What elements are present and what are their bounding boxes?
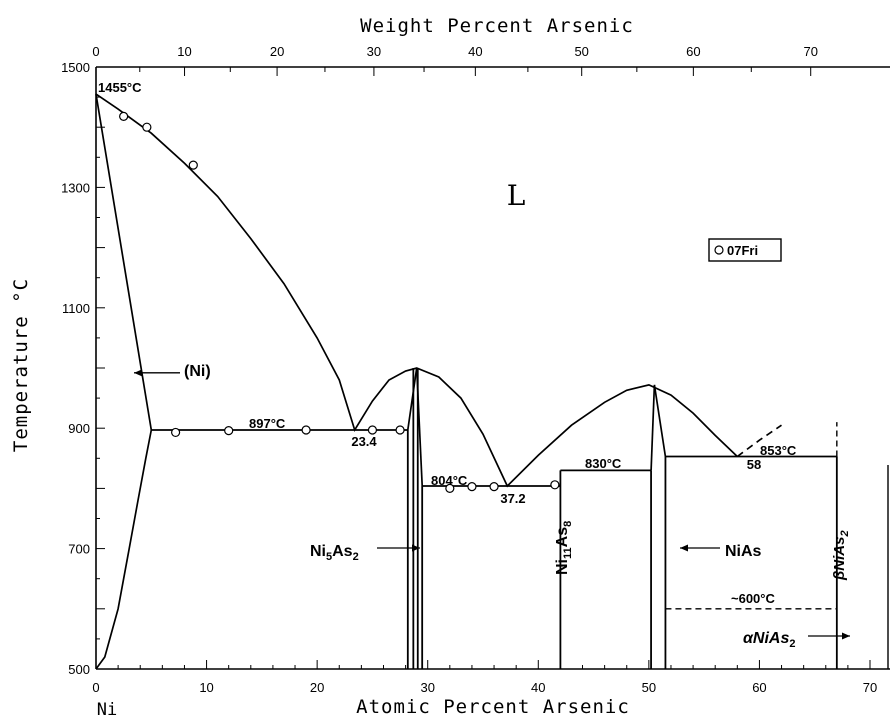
ni11as8-sub2: 8 <box>562 521 574 527</box>
y-tick-label: 900 <box>68 421 90 436</box>
phase-arrows <box>134 369 850 640</box>
bottom-tick-label: 20 <box>310 680 324 695</box>
data-point-circle <box>445 483 455 493</box>
top-axis-title: Weight Percent Arsenic <box>360 15 634 37</box>
data-point-circle <box>367 425 378 435</box>
nias-arrow-head <box>680 544 688 552</box>
beta-nias2-sub: 2 <box>839 530 851 537</box>
axis-tick-labels: 0 10 20 30 40 50 60 700 10 20 30 40 50 60 705007009001… <box>61 44 877 695</box>
y-tick-label: 1300 <box>61 180 90 195</box>
y-tick-label: 1100 <box>62 301 90 316</box>
legend-label: 07Fri <box>727 243 758 258</box>
isotherm-830-label: 830°C <box>585 456 622 471</box>
ni-solvus-curve <box>95 429 153 670</box>
ni5as2-sub1: 5 <box>326 551 332 563</box>
y-axis-title: Temperature °C <box>10 278 32 452</box>
legend: 07Fri <box>708 238 782 262</box>
ni5as2-ni: Ni <box>310 543 326 560</box>
data-points <box>119 111 560 493</box>
ni-phase-arrow-head <box>134 369 142 377</box>
data-point-circle <box>489 481 499 492</box>
nias-apex-left <box>650 384 656 471</box>
ni5as2-apex-left <box>406 367 418 431</box>
liquidus-curve <box>95 93 738 488</box>
top-tick-label: 40 <box>468 44 482 59</box>
eutectic-23-4-label: 23.4 <box>351 434 377 449</box>
axis-ticks <box>95 66 871 670</box>
ni5as2-sub2: 2 <box>353 551 359 563</box>
eutectic-37-2-label: 37.2 <box>500 491 525 506</box>
ni-solidus-line <box>95 93 153 431</box>
ni11as8-sub1: 11 <box>562 547 574 559</box>
eutectic-58-label: 58 <box>747 457 761 472</box>
data-point-circle <box>467 481 477 492</box>
legend-marker <box>714 245 724 255</box>
data-point-circle <box>119 111 129 121</box>
alpha-nias2-label: αNiAs2 <box>743 630 796 650</box>
liquidus-extension-dashed <box>736 424 782 458</box>
ni-corner-label: Ni <box>97 700 117 719</box>
data-point-circle <box>550 480 560 490</box>
isotherm-897-label: 897°C <box>249 416 286 431</box>
data-point-circle <box>224 426 234 436</box>
data-point-circle <box>395 425 405 435</box>
top-tick-label: 60 <box>686 44 700 59</box>
data-point-circle <box>142 122 152 132</box>
isotherm-853-label: 853°C <box>760 443 797 458</box>
liquid-label: L <box>507 179 526 212</box>
bottom-tick-label: 30 <box>420 680 434 695</box>
bottom-tick-label: 0 <box>92 680 99 695</box>
ni11as8-ni: Ni <box>554 559 571 575</box>
data-point-circle <box>188 160 198 170</box>
isotherm-804-label: 804°C <box>431 473 468 488</box>
top-tick-label: 50 <box>574 44 588 59</box>
data-point-circle <box>301 425 311 435</box>
alpha-nias2-main: αNiAs <box>743 630 789 647</box>
top-tick-label: 30 <box>367 44 381 59</box>
bottom-tick-label: 70 <box>863 680 877 695</box>
bottom-tick-label: 10 <box>199 680 213 695</box>
data-point-circle <box>171 427 181 438</box>
top-tick-label: 10 <box>177 44 191 59</box>
isotherm-600-label: ~600°C <box>731 591 775 606</box>
nias-label: NiAs <box>725 543 762 560</box>
beta-nias2-label: βNiAs2 <box>831 530 851 581</box>
top-tick-label: 0 <box>92 44 99 59</box>
nias-apex-right <box>653 384 667 457</box>
y-tick-label: 700 <box>68 542 90 557</box>
top-tick-label: 20 <box>270 44 284 59</box>
bottom-tick-label: 60 <box>752 680 766 695</box>
beta-nias2-main: βNiAs <box>831 537 848 581</box>
legend-box <box>708 238 782 262</box>
bottom-tick-label: 40 <box>531 680 545 695</box>
ni11as8-as: As <box>554 527 571 548</box>
y-tick-label: 1500 <box>61 60 90 75</box>
ni-phase-label: (Ni) <box>184 363 211 380</box>
ni11as8-label: Ni11As8 <box>554 521 574 575</box>
y-tick-label: 500 <box>68 662 90 677</box>
bottom-axis-title: Atomic Percent Arsenic <box>356 696 630 718</box>
top-tick-label: 70 <box>803 44 817 59</box>
melting-point-label: 1455°C <box>98 80 142 95</box>
ni5as2-label: Ni5As2 <box>310 543 359 563</box>
ni5as2-arrow-head <box>412 544 420 552</box>
ni5as2-as: As <box>332 543 353 560</box>
phase-boundaries <box>95 93 838 670</box>
alpha-nias2-arrow-head <box>842 632 850 640</box>
alpha-nias2-sub: 2 <box>789 638 795 650</box>
bottom-tick-label: 50 <box>642 680 656 695</box>
